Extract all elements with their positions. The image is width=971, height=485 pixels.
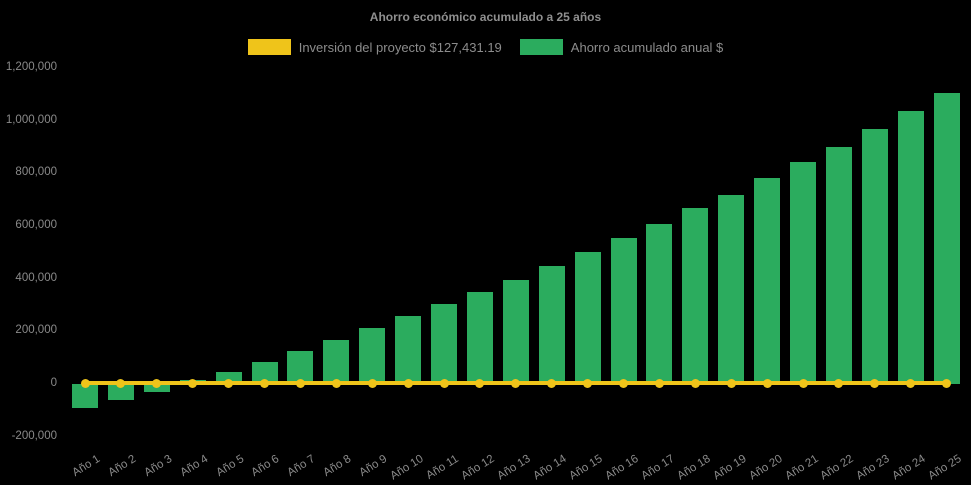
line-dot — [906, 378, 916, 388]
bar — [215, 372, 242, 384]
legend-label-investment: Inversión del proyecto $127,431.19 — [298, 39, 502, 55]
legend-item-savings[interactable]: Ahorro acumulado anual $ — [519, 39, 724, 55]
investment-swatch-icon — [247, 39, 291, 55]
line-dot — [726, 378, 736, 388]
x-axis-label: Año 24 — [890, 452, 928, 483]
bar — [323, 339, 350, 384]
bar — [861, 129, 888, 384]
bar — [251, 361, 278, 384]
bar — [790, 161, 816, 384]
line-dot — [403, 378, 413, 388]
x-axis-label: Año 1 — [70, 452, 103, 480]
x-axis-label: Año 22 — [818, 452, 857, 483]
bar — [502, 279, 529, 384]
line-dot — [870, 378, 880, 388]
bar — [682, 208, 709, 384]
x-axis-label: Año 6 — [249, 452, 282, 480]
x-axis-label: Año 12 — [459, 452, 498, 483]
line-dot — [798, 378, 808, 388]
line-dot — [654, 378, 664, 388]
x-axis-label: Año 5 — [213, 452, 246, 480]
x-axis-label: Año 11 — [424, 452, 462, 482]
bar — [825, 146, 852, 384]
line-dot — [116, 378, 126, 388]
x-axis-label: Año 13 — [495, 452, 533, 483]
bar — [754, 178, 781, 384]
savings-swatch-icon — [519, 39, 563, 55]
line-dot — [619, 378, 628, 388]
line-dot — [224, 378, 234, 388]
x-axis-label: Año 21 — [782, 452, 821, 483]
bar — [646, 224, 673, 384]
y-axis-label: 800,000 — [15, 166, 57, 179]
line-dot — [80, 378, 90, 388]
x-axis-label: Año 20 — [747, 452, 785, 483]
x-axis-label: Año 14 — [531, 452, 569, 483]
x-axis-label: Año 9 — [357, 452, 390, 480]
x-axis-label: Año 7 — [285, 452, 318, 480]
bar — [143, 384, 170, 393]
legend: Inversión del proyecto $127,431.19 Ahorr… — [0, 39, 971, 55]
line-dot — [690, 378, 700, 388]
bar — [933, 93, 960, 384]
x-axis-label: Año 17 — [639, 452, 677, 483]
line-dot — [834, 378, 844, 388]
x-axis-label: Año 25 — [926, 452, 964, 483]
line-dot — [547, 378, 557, 388]
line-dot — [583, 378, 593, 388]
line-dot — [762, 378, 772, 388]
y-axis-label: -200,000 — [11, 429, 57, 442]
line-dot — [260, 378, 269, 388]
y-axis-label: 0 — [50, 377, 57, 389]
bar — [610, 238, 637, 384]
line-dot — [475, 378, 485, 388]
x-axis-label: Año 8 — [321, 452, 354, 480]
bar — [431, 303, 457, 384]
chart-title: Ahorro económico acumulado a 25 años — [369, 10, 602, 24]
x-axis-label: Año 3 — [142, 452, 174, 480]
bar — [718, 194, 745, 384]
line-dot — [439, 378, 449, 388]
legend-label-savings: Ahorro acumulado anual $ — [570, 39, 724, 55]
bar — [107, 384, 134, 401]
line-dot — [188, 378, 198, 388]
y-axis-label: 400,000 — [15, 271, 57, 284]
x-axis-label: Año 2 — [106, 452, 139, 480]
bar — [72, 384, 98, 409]
bar — [466, 291, 493, 384]
x-axis-label: Año 4 — [178, 452, 210, 480]
bar — [359, 327, 386, 384]
x-axis-label: Año 10 — [388, 452, 426, 483]
y-axis-label: 600,000 — [15, 218, 57, 231]
x-axis-label: Año 19 — [711, 452, 749, 483]
line-dot — [295, 378, 305, 388]
y-axis-label: 200,000 — [15, 324, 57, 337]
bar — [574, 252, 601, 384]
line-dot — [331, 378, 341, 388]
legend-item-investment[interactable]: Inversión del proyecto $127,431.19 — [247, 39, 502, 55]
line-dot — [942, 378, 952, 388]
x-axis-label: Año 18 — [675, 452, 713, 483]
bar — [287, 350, 314, 384]
line-dot — [152, 378, 162, 388]
bar — [897, 111, 924, 384]
y-axis-label: 1,200,000 — [5, 60, 57, 73]
y-axis-label: 1,000,000 — [5, 113, 57, 126]
x-axis-label: Año 16 — [603, 452, 641, 483]
line-dot — [511, 378, 521, 388]
bar — [395, 315, 422, 384]
x-axis-label: Año 15 — [567, 452, 605, 483]
line-dot — [367, 378, 377, 388]
bar — [538, 265, 565, 384]
x-axis-label: Año 23 — [854, 452, 892, 483]
